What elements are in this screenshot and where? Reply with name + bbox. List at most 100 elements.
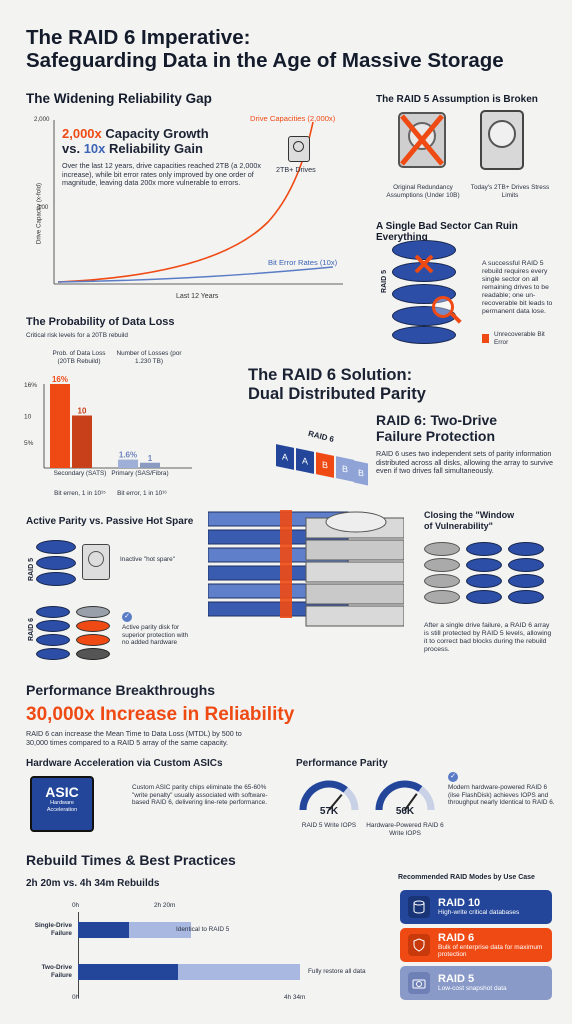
parity-body: Modern hardware-powered RAID 6 (ilse Fla… — [448, 784, 555, 807]
rebuild-axis — [78, 912, 79, 998]
active-raid6-label: RAID 6 — [27, 618, 35, 641]
parity-block: A — [276, 444, 294, 470]
ber-label: Bit Error Rates (10x) — [268, 258, 338, 267]
perf-big: 30,000x Increase in Reliability — [26, 704, 295, 725]
hw-heading: Hardware Acceleration via Custom ASICs — [26, 758, 223, 769]
prob-group2-name: Primary (SAS/Fibra) — [111, 470, 169, 477]
gap-y-axis-label: Drive Capacity (x-fold) — [35, 182, 43, 245]
gauge2-label: Hardware-Powered RAID 6 Write IOPS — [366, 822, 444, 837]
active-raid5-label: RAID 5 — [27, 558, 35, 581]
parity-block: B — [336, 456, 354, 482]
prob-group2-err: Bit error, 1 in 10¹⁶ — [117, 490, 167, 497]
prob-bar-label: 16% — [52, 376, 68, 384]
rebuild-t1: 2h 20m — [154, 902, 176, 909]
prob-y-tick: 16% — [24, 382, 37, 389]
rebuild-row2-label: Two-Drive Failure — [41, 964, 72, 979]
error-file-icon — [482, 334, 489, 343]
modes-heading: Recommended RAID Modes by Use Case — [398, 874, 535, 881]
prob-bar-label: 1.6% — [119, 451, 137, 460]
mode-card-raid5: RAID 5 Low-cost snapshot data — [400, 966, 552, 1000]
old-assumption-label: Original Redundancy Assumptions (Under 1… — [386, 184, 460, 199]
solution-body: RAID 6 uses two independent sets of pari… — [376, 449, 553, 476]
rebuild-heading: Rebuild Times & Best Practices — [26, 852, 236, 868]
rebuild-t2: 4h 34m — [284, 994, 306, 1001]
bad-sector-raid5-label: RAID 5 — [380, 270, 388, 293]
mode-card-raid6: RAID 6 Bulk of enterprise data for maximu… — [400, 928, 552, 962]
window-disks-icon — [424, 542, 554, 610]
raid6-gauge — [375, 780, 435, 811]
capacity-curve — [57, 121, 314, 283]
gap-y-mid: 100 — [38, 204, 49, 211]
gap-x-axis-label: Last 12 Years — [176, 293, 219, 300]
modern-drive-label: Today's 2TB+ Drives Stress Limits — [470, 184, 550, 199]
perf-body: RAID 6 can increase the Mean Time to Dat… — [26, 729, 242, 747]
prob-bar — [72, 415, 92, 468]
raid5-stack-icon — [392, 240, 462, 344]
hw-body: Custom ASIC parity chips eliminate the 6… — [132, 784, 268, 807]
gauge-needle — [404, 793, 418, 811]
prob-group1-name: Secondary (SATS) — [53, 470, 107, 477]
inactive-label: Inactive "hot spare" — [120, 556, 175, 563]
perf-heading: Performance Breakthroughs — [26, 682, 216, 698]
gap-heading: The Widening Reliability Gap — [26, 91, 212, 106]
gauge-fill — [375, 780, 423, 811]
prob-chart: 16% 10 5% 16% 10 1.6% 1 — [22, 376, 202, 496]
solution-heading: The RAID 6 Solution: Dual Distributed Par… — [248, 366, 426, 403]
rebuild-row1-label: Single-Drive Failure — [34, 922, 72, 937]
window-heading: Closing the "Window of Vulnerability" — [424, 510, 515, 531]
hard-drive-icon — [288, 136, 310, 162]
raid6-array-illustration — [207, 482, 405, 652]
old-drive-icon — [398, 112, 446, 168]
page-title-line1: The RAID 6 Imperative: — [26, 26, 251, 49]
gauge1-label: RAID 5 Write IOPS — [301, 822, 357, 829]
rebuild-row2-note: Fully restore all data — [308, 968, 366, 975]
rebuild-bar-single — [78, 922, 192, 938]
rebuild-sub: 2h 20m vs. 4h 34m Rebuilds — [26, 878, 160, 889]
parity-heading: Performance Parity — [296, 758, 388, 769]
shield-icon — [408, 934, 430, 956]
camera-icon — [408, 972, 430, 994]
active-heading: Active Parity vs. Passive Hot Spare — [26, 516, 194, 527]
gauge-needle — [328, 793, 343, 811]
prob-bar — [140, 462, 160, 468]
rebuild-t0b: 0h — [72, 994, 80, 1001]
gauge-fill — [299, 780, 348, 811]
mode-card-raid10: RAID 10 High-write critical databases — [400, 890, 552, 924]
prob-y-tick: 5% — [24, 440, 34, 447]
gap-body: Over the last 12 years, drive capacities… — [62, 161, 261, 188]
check-icon: ✓ — [448, 772, 458, 782]
gap-headline: 2,000x Capacity Growth vs. 10x Reliabili… — [62, 126, 209, 156]
prob-bar — [118, 459, 138, 468]
prob-bar-label: 1 — [148, 454, 153, 463]
gap-y-top: 2,000 — [34, 116, 50, 123]
bad-sector-legend: Unrecoverable Bit Error — [494, 331, 545, 346]
capacity-label: Drive Capacities (2,000x) — [250, 114, 336, 123]
parity-block: B — [316, 452, 334, 478]
rebuild-row1-note: Identical to RAID 5 — [176, 926, 230, 933]
gauge1-value: 57K — [319, 806, 339, 817]
hot-spare-icon — [82, 544, 110, 580]
window-body: After a single drive failure, a RAID 6 a… — [424, 622, 552, 653]
prob-col2: Number of Losses (por 1.230 TB) — [116, 350, 182, 365]
prob-sub: Critical risk levels for a 20TB rebuild — [26, 332, 128, 339]
rebuild-t0: 0h — [72, 902, 80, 909]
page-title-line2: Safeguarding Data in the Age of Massive … — [26, 49, 504, 72]
parity-blocks: A A B B B — [276, 436, 368, 486]
ber-line — [57, 266, 334, 283]
raid5-broken-heading: The RAID 5 Assumption is Broken — [376, 94, 538, 105]
parity-block: A — [296, 448, 314, 474]
solution-sub: RAID 6: Two-Drive Failure Protection — [376, 412, 498, 444]
raid6-disks-icon — [36, 606, 116, 666]
prob-y-tick: 10 — [24, 414, 32, 421]
prob-group1-err: Bit erren, 1 in 10¹⁵ — [54, 490, 106, 497]
active-text: Active parity disk for superior protecti… — [122, 624, 189, 647]
bad-sector-heading: A Single Bad Sector Can Ruin Everything — [376, 221, 518, 243]
prob-bar-label: 10 — [78, 407, 87, 416]
gauge2-value: 56K — [395, 806, 415, 817]
rebuild-bar-double — [78, 964, 300, 980]
raid5-gauge — [299, 780, 359, 811]
database-icon — [408, 896, 430, 918]
asic-chip-icon: ASIC Hardware Acceleration — [30, 776, 94, 832]
raid5-disks-icon — [36, 540, 76, 590]
prob-heading: The Probability of Data Loss — [26, 316, 175, 328]
